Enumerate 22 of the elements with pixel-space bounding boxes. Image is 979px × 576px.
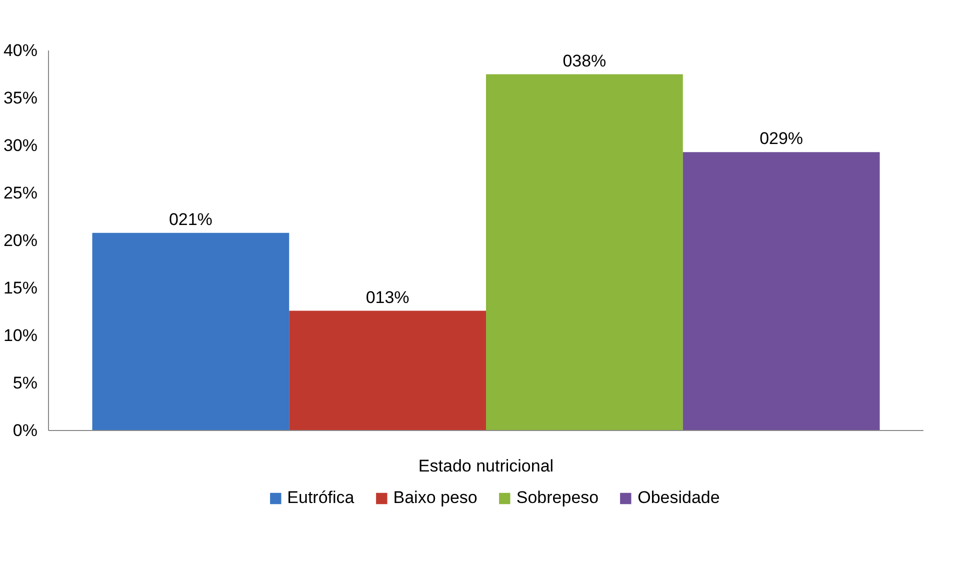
y-tick-label: 0% — [12, 421, 38, 440]
y-tick-label: 35% — [3, 88, 38, 108]
legend-label: Sobrepeso — [516, 488, 599, 508]
bar — [682, 152, 880, 430]
bar — [486, 74, 683, 430]
data-label: 038% — [562, 51, 606, 70]
data-label: 013% — [366, 288, 410, 307]
y-tick-label: 25% — [3, 184, 38, 202]
y-tick-label: 10% — [3, 326, 38, 345]
legend-label: Obesidade — [638, 488, 720, 508]
y-tick-label: 20% — [3, 231, 38, 250]
data-label: 021% — [168, 210, 212, 229]
y-tick-label: 40% — [3, 41, 38, 60]
legend-label: Eutrófica — [287, 488, 354, 508]
legend-label: Baixo peso — [393, 488, 478, 508]
x-tick-label: Estado nutricional — [418, 456, 554, 476]
data-label: 029% — [760, 129, 804, 148]
y-tick-label: 15% — [3, 278, 38, 298]
y-tick-label: 5% — [12, 374, 38, 392]
bar — [289, 310, 486, 430]
bar — [92, 232, 290, 430]
y-tick-label: 30% — [3, 136, 38, 155]
